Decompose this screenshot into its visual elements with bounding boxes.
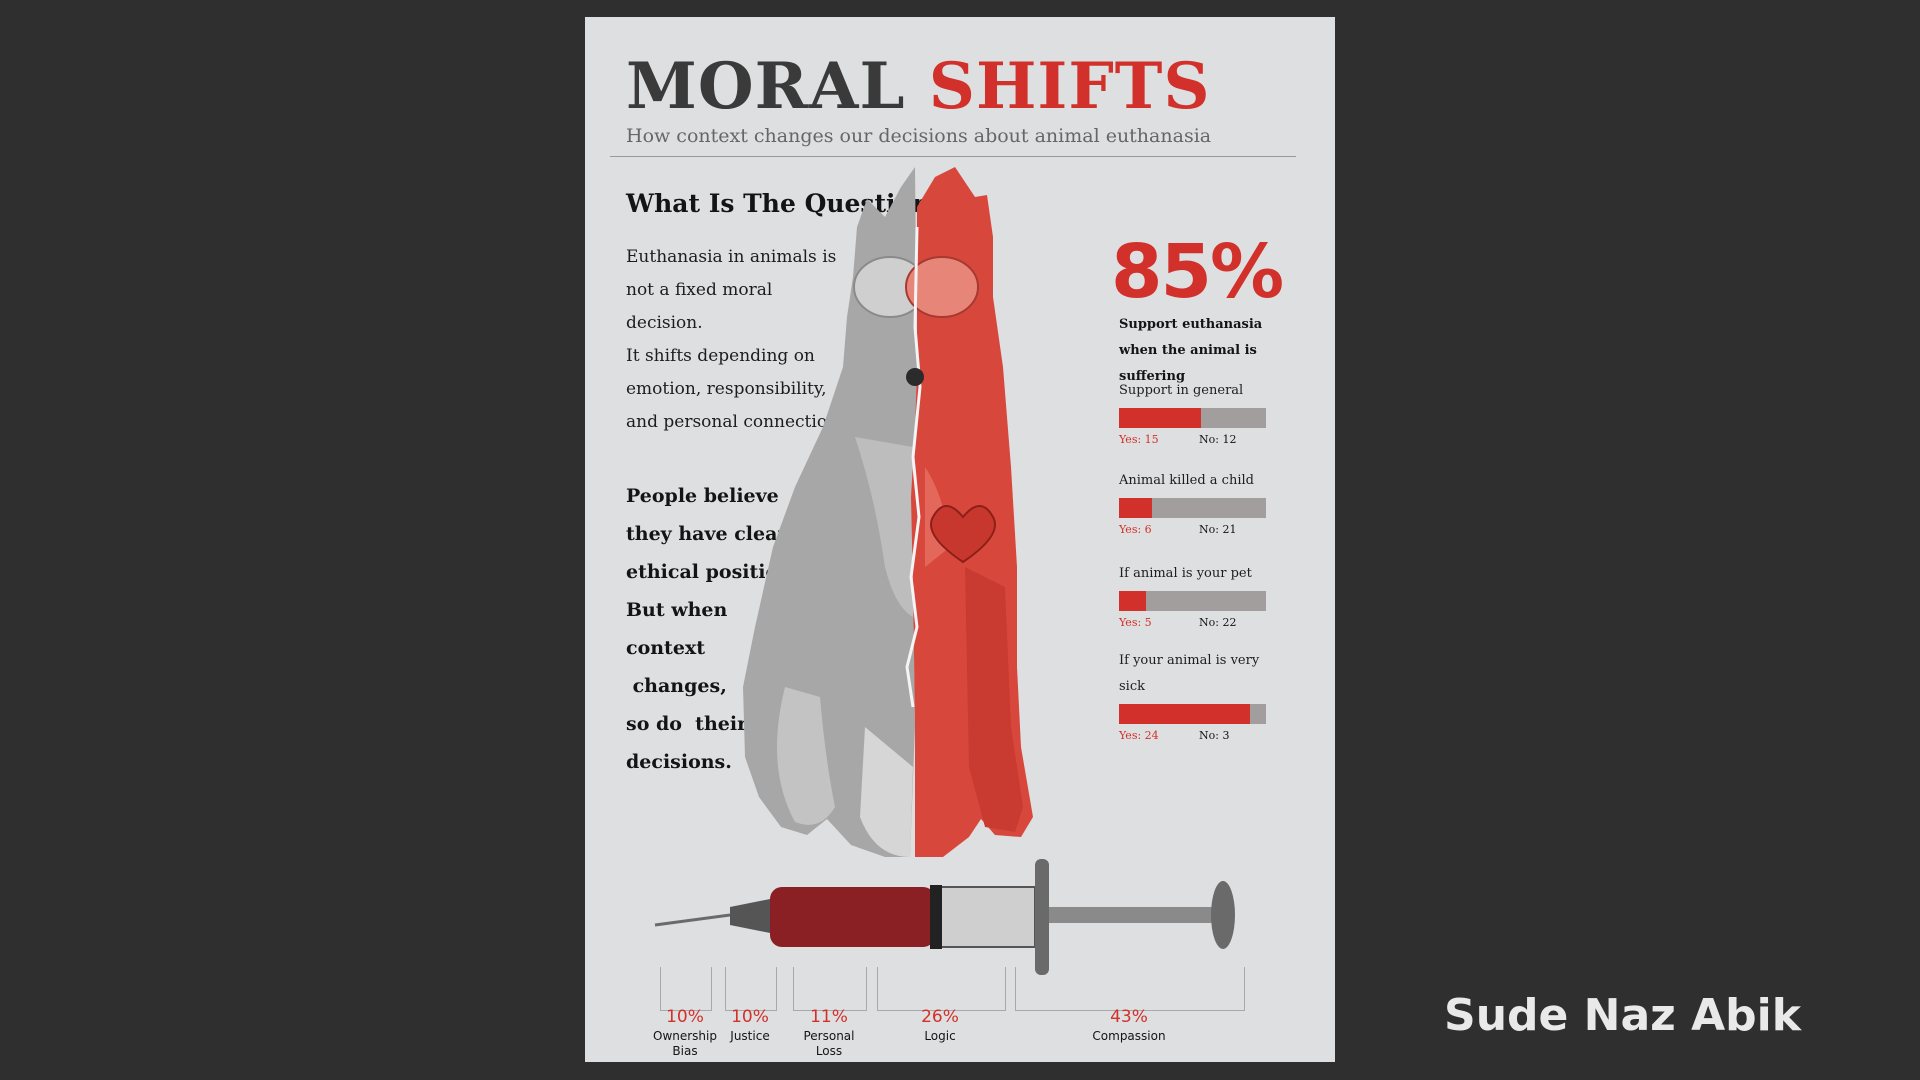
belief-line: they have clear: [626, 523, 788, 545]
intro-line: not a fixed moral: [626, 280, 773, 300]
bar-track: [1119, 408, 1266, 428]
belief-line: context: [626, 637, 706, 659]
bar-label: If animal is your pet: [1119, 566, 1252, 581]
infographic-poster: MORAL SHIFTS How context changes our dec…: [585, 17, 1335, 1062]
belief-line: But when: [626, 599, 728, 621]
syringe-flange: [1035, 859, 1049, 975]
bar-chart-animal-very-sick: If your animal is very sick Yes: 24 No: 3: [1119, 648, 1279, 746]
reason-percent: 11%: [810, 1007, 848, 1027]
bar-values: Yes: 24 No: 3: [1119, 726, 1279, 746]
syringe-fluid: [770, 887, 935, 947]
bar-yes-fill: [1119, 704, 1250, 724]
syringe-hub: [730, 899, 770, 933]
bar-no-label: No: 3: [1199, 729, 1230, 742]
bar-values: Yes: 5 No: 22: [1119, 613, 1279, 633]
reason-label: Personal Loss: [803, 1029, 855, 1058]
bar-no-label: No: 22: [1199, 616, 1237, 629]
author-signature: Sude Naz Abik: [1444, 990, 1802, 1041]
bar-yes-fill: [1119, 591, 1147, 611]
split-dog-illustration: [743, 167, 1033, 857]
reason-percent: 10%: [731, 1007, 769, 1027]
bar-no-label: No: 21: [1199, 523, 1237, 536]
belief-line: changes,: [626, 675, 727, 697]
bar-no-label: No: 12: [1199, 433, 1237, 446]
belief-line: decisions.: [626, 751, 732, 773]
intro-line: and personal connection.: [626, 412, 844, 432]
reason-label: Justice: [730, 1029, 770, 1043]
reason-percent: 10%: [666, 1007, 704, 1027]
reason-bracket-personal-loss: [793, 967, 867, 1011]
belief-line: so do their: [626, 713, 748, 735]
heart-icon: [930, 505, 996, 564]
syringe-illustration: [654, 859, 1235, 975]
reason-percent: 26%: [921, 1007, 959, 1027]
reason-bracket-compassion: [1015, 967, 1245, 1011]
highlight-percent: 85%: [1111, 229, 1284, 315]
bar-yes-label: Yes: 5: [1119, 616, 1152, 629]
bar-label: If your animal is very sick: [1119, 653, 1260, 694]
bar-chart-animal-is-pet: If animal is your pet Yes: 5 No: 22: [1119, 561, 1279, 633]
reason-label: Logic: [924, 1029, 956, 1043]
title-divider: [610, 156, 1296, 157]
intro-text: Euthanasia in animals is not a fixed mor…: [626, 241, 856, 439]
brain-red: [905, 256, 979, 318]
bar-track: [1119, 498, 1266, 518]
belief-line: People believe: [626, 485, 779, 507]
reason-bracket-justice: [725, 967, 777, 1011]
bar-label: Animal killed a child: [1119, 473, 1254, 488]
bar-yes-fill: [1119, 498, 1152, 518]
intro-line: Euthanasia in animals is: [626, 247, 837, 267]
title-word-moral: MORAL: [626, 49, 906, 124]
bar-yes-label: Yes: 15: [1119, 433, 1159, 446]
title-word-shifts: SHIFTS: [928, 49, 1211, 124]
intro-line: emotion, responsibility,: [626, 379, 827, 399]
split-crack: [905, 226, 922, 708]
needle: [654, 913, 731, 927]
bar-chart-animal-killed-child: Animal killed a child Yes: 6 No: 21: [1119, 468, 1279, 540]
intro-line: It shifts depending on: [626, 346, 815, 366]
reason-label: Ownership Bias: [653, 1029, 717, 1058]
highlight-caption: Support euthanasia when the animal is su…: [1119, 317, 1263, 384]
bar-values: Yes: 15 No: 12: [1119, 430, 1279, 450]
reason-percent: 43%: [1110, 1007, 1148, 1027]
intro-line: decision.: [626, 313, 703, 333]
reason-bracket-ownership-bias: [660, 967, 712, 1011]
bar-yes-fill: [1119, 408, 1201, 428]
bar-yes-label: Yes: 6: [1119, 523, 1152, 536]
bar-track: [1119, 591, 1266, 611]
bar-yes-label: Yes: 24: [1119, 729, 1159, 742]
reason-label: Compassion: [1092, 1029, 1166, 1043]
bar-chart-support-general: Support in general Yes: 15 No: 12: [1119, 378, 1279, 450]
poster-subtitle: How context changes our decisions about …: [626, 125, 1212, 147]
bar-label: Support in general: [1119, 383, 1244, 398]
bar-track: [1119, 704, 1266, 724]
gray-dog-half: [743, 167, 917, 857]
reason-bracket-logic: [877, 967, 1006, 1011]
syringe-barrel-empty: [934, 886, 1036, 948]
syringe-plunger-rod: [1049, 907, 1219, 923]
nose: [906, 368, 924, 386]
poster-title: MORAL SHIFTS: [626, 49, 1211, 124]
bar-values: Yes: 6 No: 21: [1119, 520, 1279, 540]
syringe-plunger-head: [1211, 881, 1235, 949]
syringe-stopper: [930, 885, 942, 949]
